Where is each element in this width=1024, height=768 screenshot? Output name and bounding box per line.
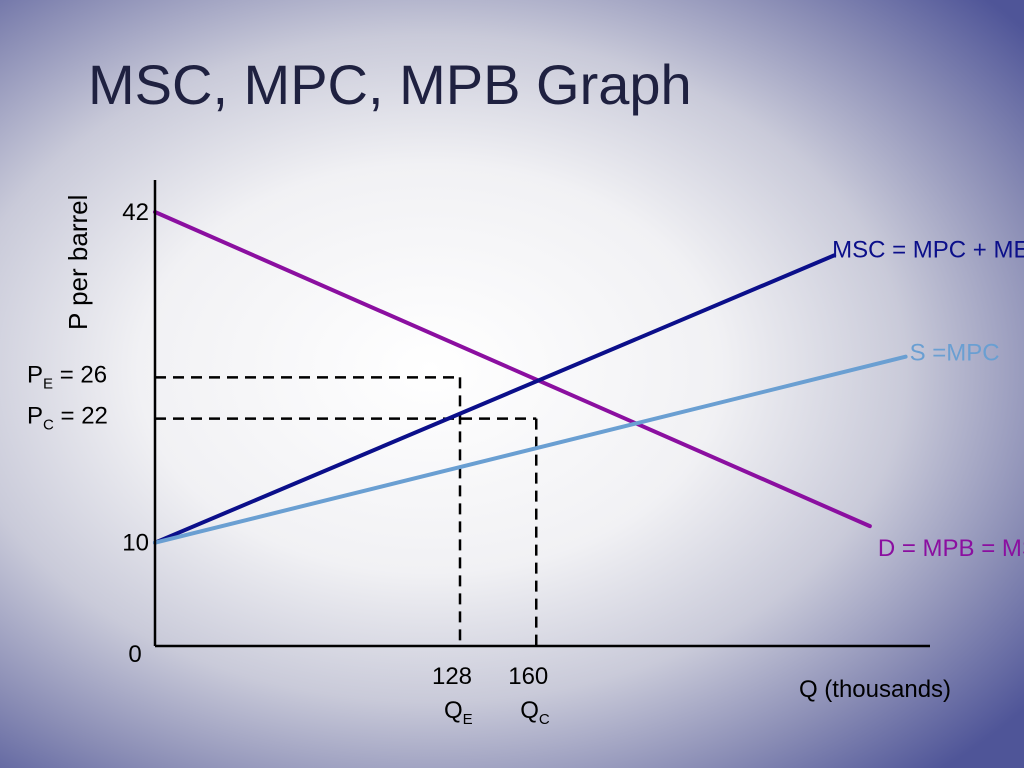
price-label-E: PE = 26 bbox=[27, 361, 107, 392]
series-label-2: S =MPC bbox=[910, 340, 1000, 367]
axes bbox=[153, 180, 930, 648]
labels: D = MPB = MSB MSC = MPC + MEC S =MPC 42 10 PE… bbox=[27, 195, 1024, 728]
series-lines bbox=[153, 210, 908, 545]
supply-mpc-line bbox=[153, 354, 908, 545]
x-tick-label-160: 160 bbox=[508, 663, 548, 690]
price-label-C: PC = 22 bbox=[27, 403, 108, 434]
x-tick-sublabel-E: QE bbox=[444, 697, 473, 728]
guide-lines bbox=[155, 376, 538, 646]
slide-title: MSC, MPC, MPB Graph bbox=[88, 53, 692, 116]
x-tick-sublabel-C: QC bbox=[520, 697, 550, 728]
y-axis-title: P per barrel bbox=[63, 195, 93, 330]
msc-line bbox=[153, 253, 837, 545]
series-label-1: MSC = MPC + MEC bbox=[832, 236, 1024, 263]
series-label-0: D = MPB = MSB bbox=[878, 535, 1024, 562]
x-tick-label-128: 128 bbox=[432, 663, 472, 690]
y-tick-label-10: 10 bbox=[122, 530, 149, 557]
x-axis-title: Q (thousands) bbox=[799, 676, 951, 703]
demand-line bbox=[153, 210, 872, 529]
y-tick-label-42: 42 bbox=[122, 199, 149, 226]
origin-label: 0 bbox=[128, 641, 141, 668]
